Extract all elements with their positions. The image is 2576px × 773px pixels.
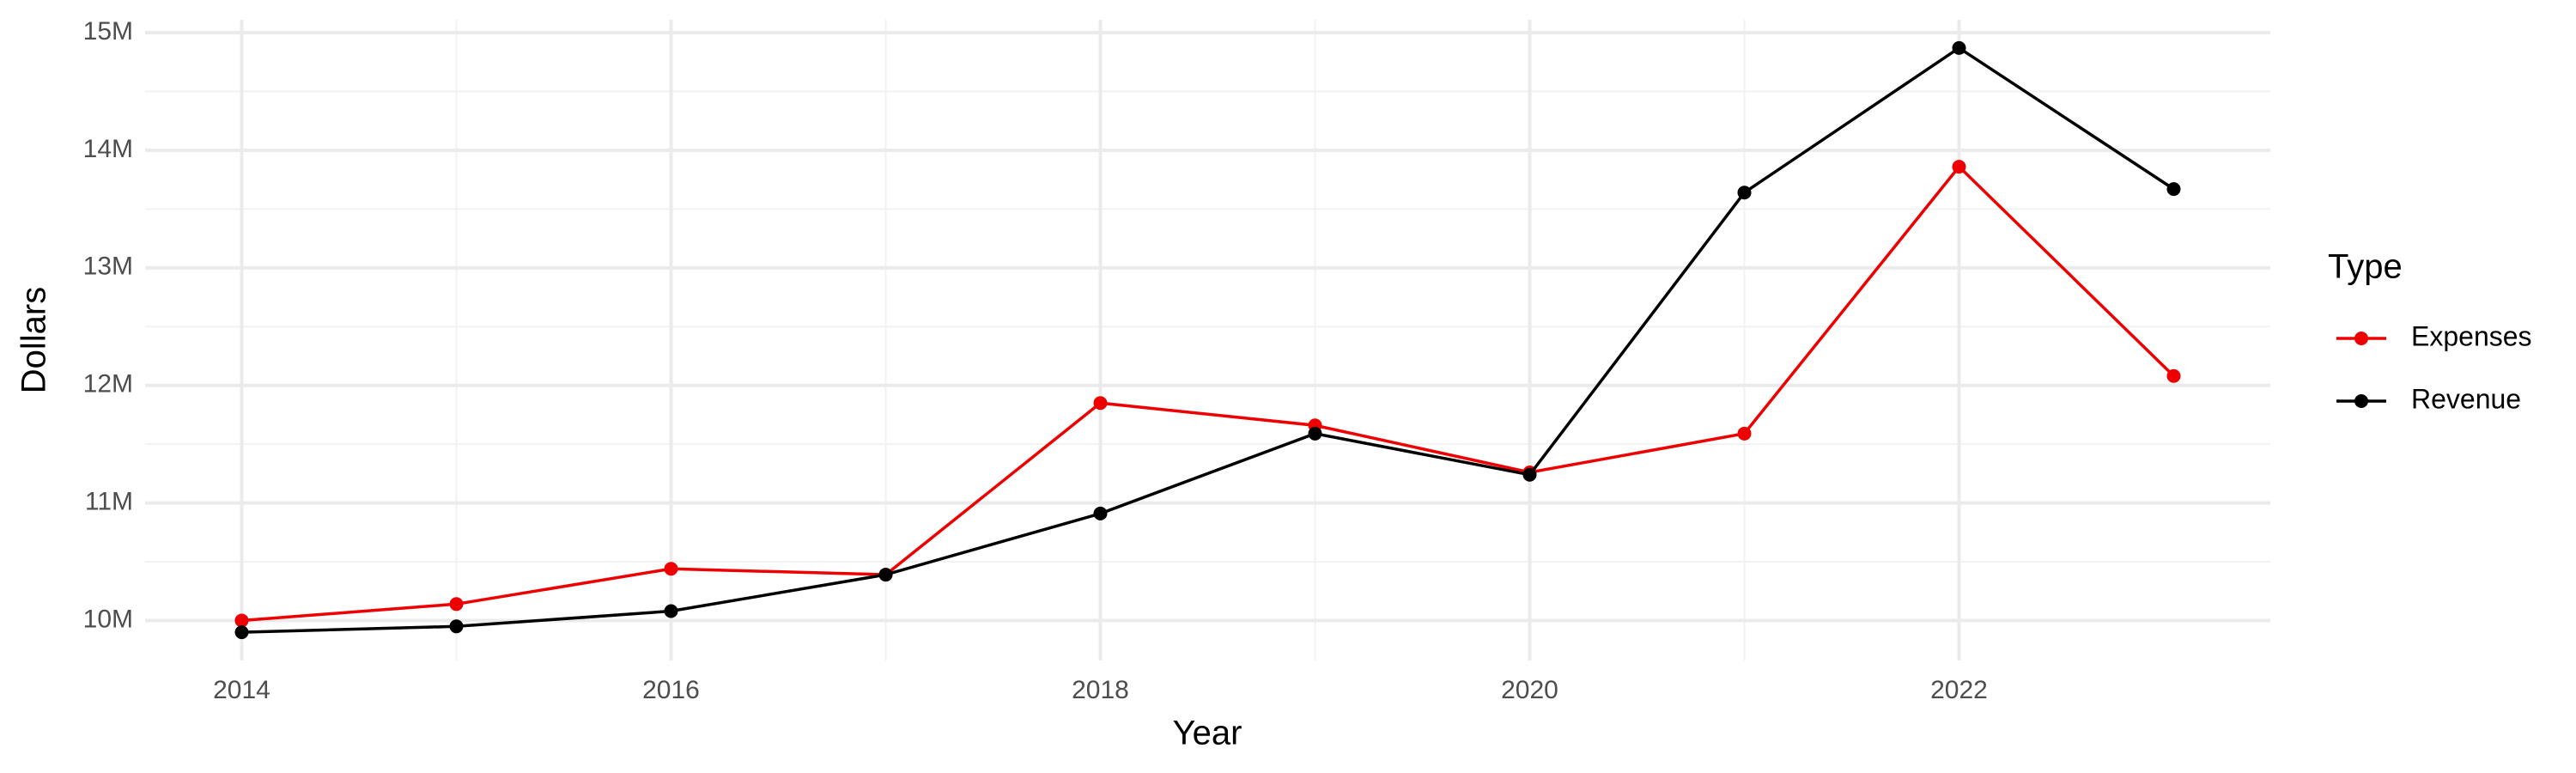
series-line <box>241 46 2175 634</box>
series-line <box>241 164 2175 623</box>
data-point <box>1952 40 1966 55</box>
data-point <box>878 568 893 582</box>
legend-title: Type <box>2328 248 2403 286</box>
data-point <box>449 597 464 612</box>
data-point <box>1093 506 1108 520</box>
data-point <box>664 604 678 618</box>
legend-marker <box>2354 332 2368 345</box>
x-axis-title: Year <box>1173 715 1242 752</box>
data-point <box>1952 160 1966 174</box>
y-tick-label: 11M <box>85 488 133 516</box>
x-tick-label: 2016 <box>642 676 700 704</box>
x-tick-label: 2018 <box>1072 676 1129 704</box>
y-tick-label: 12M <box>83 370 133 399</box>
y-tick-label: 15M <box>83 17 133 46</box>
data-point <box>449 619 464 634</box>
legend-label: Revenue <box>2411 383 2521 414</box>
x-tick-label: 2014 <box>213 676 270 704</box>
y-axis-title: Dollars <box>15 287 53 393</box>
data-point <box>2166 182 2181 197</box>
data-point <box>1737 186 1752 200</box>
data-point <box>1308 426 1322 441</box>
data-point <box>1093 396 1108 411</box>
legend-label: Expenses <box>2411 320 2532 351</box>
legend-marker <box>2354 394 2368 408</box>
data-point <box>2166 368 2181 383</box>
y-tick-label: 14M <box>83 135 133 163</box>
data-point <box>664 562 678 576</box>
data-point <box>234 625 249 640</box>
data-point <box>234 613 249 628</box>
y-tick-label: 13M <box>83 253 133 281</box>
y-tick-label: 10M <box>83 605 133 633</box>
data-point <box>1737 426 1752 441</box>
data-point <box>1522 467 1537 482</box>
x-tick-label: 2022 <box>1930 676 1988 704</box>
x-tick-label: 2020 <box>1501 676 1558 704</box>
